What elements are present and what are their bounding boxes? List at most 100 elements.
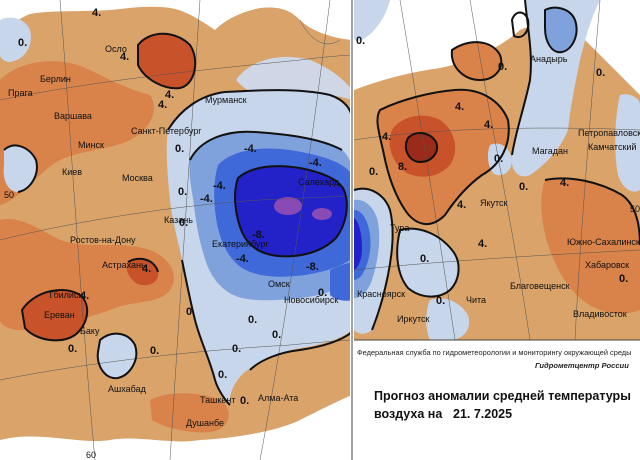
lon-label: 60 (86, 450, 96, 460)
east-cold-west-dark (354, 218, 362, 270)
city-label: Ереван (44, 310, 75, 320)
city-label: Камчатский (588, 142, 636, 152)
city-label: Омск (268, 279, 290, 289)
iso-label: 0. (498, 61, 507, 73)
footer-panel: Федеральная служба по гидрометеорологии … (354, 339, 640, 460)
city-label: Хабаровск (585, 260, 629, 270)
lat-label: 50 (630, 204, 640, 214)
east-cold-kolyma (511, 0, 600, 177)
east-city-labels: Анадырь Петропавловск Магадан Камчатский… (357, 54, 640, 324)
west-warm-central-asia (150, 393, 229, 433)
iso-label: 0. (186, 306, 195, 318)
iso-label: 0. (436, 295, 445, 307)
east-top-cold (354, 0, 390, 41)
city-label: Казань (164, 215, 193, 225)
iso-label: 0. (179, 217, 188, 229)
east-isolines (353, 0, 640, 331)
iso-label: 0. (494, 153, 503, 165)
iso-label: 4. (142, 263, 151, 275)
west-top-blank (0, 0, 352, 40)
east-warm-north (451, 42, 502, 80)
city-label: Санкт-Петербург (131, 126, 202, 136)
forecast-date: 21. 7.2025 (453, 407, 512, 421)
west-warm-scandinavia (138, 33, 196, 89)
west-isolines (3, 32, 353, 406)
iso-label: 4. (484, 119, 493, 131)
iso-label: 4. (158, 99, 167, 111)
city-label: Прага (8, 88, 33, 98)
iso-label: 0. (248, 314, 257, 326)
west-warm-astrakhan (126, 258, 159, 286)
east-cold-anadyr (545, 7, 577, 53)
iso-label: -4. (213, 180, 226, 192)
east-isoline-labels: 0. 4. 0. 4. 8. 4. 0. 4. 0. 0. 4. 0. 0. 0… (356, 35, 628, 307)
iso-label: 0. (519, 181, 528, 193)
city-label: Москва (122, 173, 153, 183)
forecast-title: Прогноз аномалии средней температуры (374, 389, 631, 403)
city-label: Тура (390, 223, 409, 233)
iso-label: 4. (120, 51, 129, 63)
iso-label: -4. (309, 157, 322, 169)
city-label: Якутск (480, 198, 508, 208)
iso-label: 4. (92, 7, 101, 19)
iso-label: 4. (455, 101, 464, 113)
iso-label: 0. (178, 186, 187, 198)
west-cold-core-2 (312, 208, 332, 220)
iso-label: -4. (244, 143, 257, 155)
city-label: Чита (466, 295, 486, 305)
city-label: Ташкент (200, 395, 235, 405)
city-label: Салехард (298, 177, 340, 187)
west-cold-minsk (3, 145, 37, 192)
city-label: Благовещенск (510, 281, 570, 291)
lat-label: 50 (4, 190, 14, 200)
west-cold-core (274, 197, 302, 215)
west-isoline-labels: 4. 0. 4. 4. 0. 0. -4. -4. -8. -8. -4. -4… (18, 7, 327, 407)
east-graticule (353, 0, 640, 341)
city-label: Осло (105, 44, 127, 54)
iso-label: 4. (382, 131, 391, 143)
west-bottom-blank (0, 395, 352, 460)
east-warm-amur (541, 178, 640, 314)
city-label: Варшава (54, 111, 92, 121)
west-city-labels: Осло Берлин Прага Варшава Мурманск Санкт… (8, 44, 340, 428)
east-cold-south (426, 298, 470, 340)
iso-label: -4. (200, 193, 213, 205)
iso-label: -8. (306, 261, 319, 273)
iso-label: 0. (318, 287, 327, 299)
city-label: Магадан (532, 146, 568, 156)
brand-text: Гидрометцентр России (535, 361, 629, 370)
west-cold-ashgabat (97, 333, 137, 379)
city-label: Анадырь (530, 54, 568, 64)
city-label: Алма-Ата (258, 393, 298, 403)
west-cold-strip (330, 262, 352, 301)
city-label: Южно-Сахалинск (567, 237, 640, 247)
city-label: Тбилиси (48, 290, 84, 300)
iso-label: 0. (150, 345, 159, 357)
iso-label: 0. (68, 343, 77, 355)
west-panel: 4. 0. 4. 4. 0. 0. -4. -4. -8. -8. -4. -4… (0, 0, 353, 460)
iso-label: -4. (236, 253, 249, 265)
iso-label: 4. (457, 199, 466, 211)
footer-bg (354, 340, 640, 460)
west-warm-europe (0, 61, 154, 205)
east-warm-dark (405, 133, 438, 162)
city-label: Астрахань (102, 260, 146, 270)
west-cold-norway (0, 17, 31, 63)
iso-label: 4. (80, 290, 89, 302)
city-label: Мурманск (205, 95, 247, 105)
iso-label: 0. (18, 37, 27, 49)
east-cold-kamchatka (615, 94, 640, 192)
city-label: Ашхабад (108, 384, 147, 394)
iso-label: 0. (240, 395, 249, 407)
forecast-subtitle: воздуха на (374, 407, 443, 421)
iso-label: 4. (165, 89, 174, 101)
iso-label: -8. (252, 229, 265, 241)
city-label: Киев (62, 167, 82, 177)
iso-label: 0. (175, 143, 184, 155)
city-label: Иркутск (397, 314, 430, 324)
iso-label: 0. (356, 35, 365, 47)
city-label: Новосибирск (284, 295, 338, 305)
city-label: Баку (80, 326, 100, 336)
iso-label: 4. (478, 238, 487, 250)
